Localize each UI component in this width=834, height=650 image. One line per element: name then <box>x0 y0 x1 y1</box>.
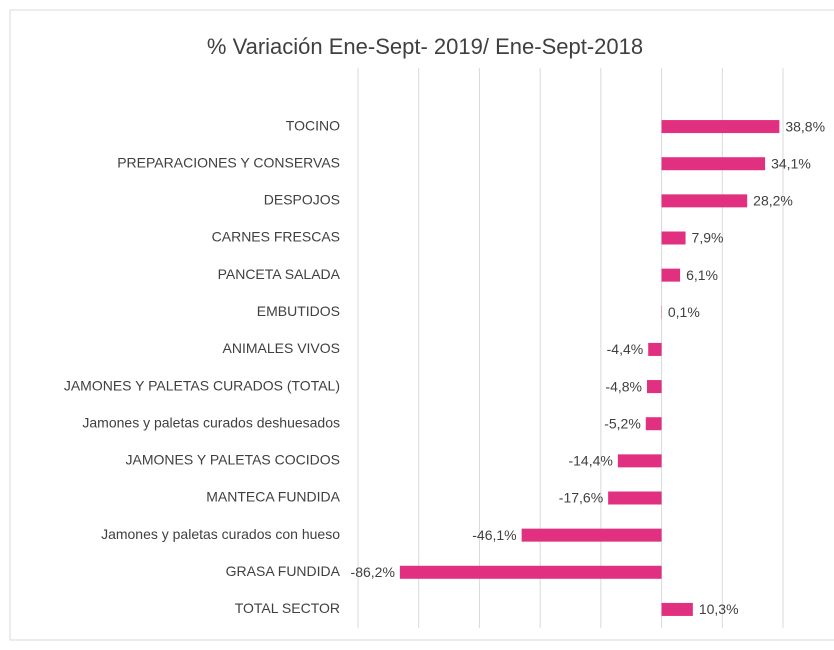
y-tick-label: GRASA FUNDIDA <box>226 563 341 579</box>
y-tick-label: ANIMALES VIVOS <box>223 340 340 356</box>
data-label: -4,4% <box>607 341 644 357</box>
y-tick-label: TOTAL SECTOR <box>235 600 340 616</box>
bar <box>645 417 662 431</box>
y-tick-label: JAMONES Y PALETAS COCIDOS <box>126 452 340 468</box>
bar <box>399 565 662 579</box>
y-tick-label: Jamones y paletas curados deshuesados <box>82 414 340 430</box>
data-label: -86,2% <box>351 564 395 580</box>
bar <box>648 342 662 356</box>
chart-frame <box>9 9 834 641</box>
bar <box>608 491 662 505</box>
y-tick-label: Jamones y paletas curados con hueso <box>101 526 340 542</box>
data-label: 38,8% <box>785 118 825 134</box>
bar <box>661 194 748 208</box>
data-label: -14,4% <box>568 453 612 469</box>
y-tick-label: MANTECA FUNDIDA <box>206 489 340 505</box>
y-tick-label: JAMONES Y PALETAS CURADOS (TOTAL) <box>64 377 340 393</box>
data-label: 34,1% <box>771 155 811 171</box>
data-label: -5,2% <box>604 415 641 431</box>
bar <box>661 157 766 171</box>
bar <box>661 602 693 616</box>
bar <box>661 231 686 245</box>
chart-title: % Variación Ene-Sept- 2019/ Ene-Sept-201… <box>207 34 643 59</box>
data-label: 6,1% <box>686 267 718 283</box>
y-tick-label: PANCETA SALADA <box>218 266 341 282</box>
data-label: 0,1% <box>668 304 700 320</box>
bar <box>661 268 681 282</box>
data-label: -17,6% <box>559 490 603 506</box>
bar <box>661 120 780 134</box>
data-label: -46,1% <box>472 527 516 543</box>
bar <box>521 528 662 542</box>
data-label: 10,3% <box>699 601 739 617</box>
y-tick-label: EMBUTIDOS <box>257 303 340 319</box>
data-label: 28,2% <box>753 193 793 209</box>
bar <box>617 454 662 468</box>
data-label: -4,8% <box>605 378 642 394</box>
y-tick-label: TOCINO <box>286 117 340 133</box>
y-tick-label: DESPOJOS <box>264 192 340 208</box>
bar <box>647 380 662 394</box>
y-tick-label: CARNES FRESCAS <box>212 229 340 245</box>
y-tick-label: PREPARACIONES Y CONSERVAS <box>117 154 340 170</box>
data-label: 7,9% <box>692 230 724 246</box>
